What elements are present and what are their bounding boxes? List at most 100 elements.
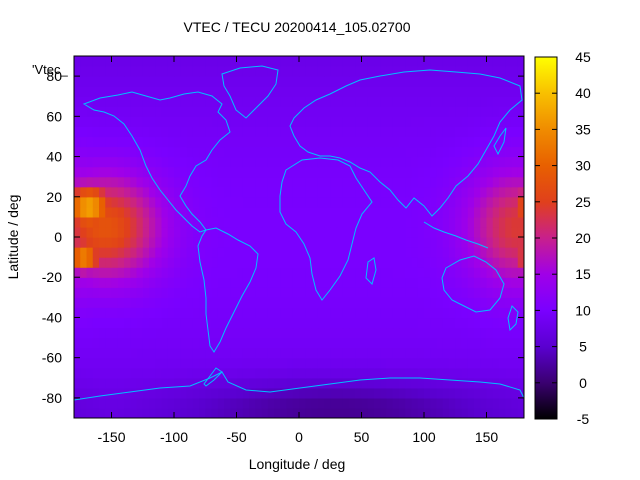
- heatmap-cell: [224, 367, 231, 379]
- heatmap-cell: [155, 237, 163, 248]
- heatmap-cell: [424, 297, 431, 308]
- heatmap-cell: [455, 317, 463, 329]
- heatmap-cell: [111, 156, 119, 168]
- heatmap-cell: [167, 237, 175, 248]
- heatmap-cell: [480, 126, 488, 138]
- heatmap-cell: [86, 277, 94, 288]
- heatmap-cell: [517, 196, 524, 208]
- heatmap-cell: [236, 96, 244, 107]
- heatmap-cell: [399, 226, 406, 238]
- heatmap-cell: [417, 206, 425, 218]
- heatmap-cell: [155, 287, 163, 298]
- heatmap-cell: [199, 367, 206, 379]
- heatmap-cell: [424, 146, 431, 158]
- heatmap-cell: [74, 347, 81, 359]
- heatmap-cell: [80, 367, 88, 379]
- heatmap-cell: [474, 307, 481, 319]
- heatmap-cell: [511, 106, 519, 117]
- heatmap-cell: [211, 66, 219, 77]
- heatmap-cell: [92, 237, 100, 248]
- heatmap-cell: [86, 327, 94, 339]
- heatmap-cell: [442, 337, 450, 349]
- heatmap-cell: [149, 397, 156, 409]
- heatmap-cell: [155, 277, 163, 288]
- heatmap-cell: [424, 347, 431, 359]
- heatmap-cell: [105, 66, 113, 77]
- heatmap-cell: [230, 267, 238, 278]
- heatmap-cell: [486, 307, 494, 319]
- coastline-new-zealand: [507, 305, 519, 332]
- heatmap-cell: [505, 357, 513, 369]
- heatmap-cell: [480, 136, 488, 148]
- heatmap-cell: [436, 347, 444, 359]
- heatmap-cell: [124, 407, 131, 418]
- heatmap-cell: [105, 106, 113, 117]
- heatmap-cell: [499, 387, 506, 399]
- heatmap-cell: [449, 86, 456, 97]
- heatmap-cell: [105, 307, 113, 319]
- heatmap-cell: [392, 206, 400, 218]
- heatmap-cell: [405, 216, 413, 228]
- heatmap-cell: [405, 257, 413, 268]
- heatmap-cell: [261, 407, 269, 418]
- heatmap-cell: [299, 156, 306, 168]
- heatmap-cell: [180, 226, 188, 238]
- heatmap-cell: [255, 357, 263, 369]
- heatmap-cell: [124, 357, 131, 369]
- heatmap-cell: [374, 136, 381, 148]
- heatmap-cell: [217, 66, 225, 77]
- heatmap-cell: [449, 136, 456, 148]
- heatmap-cell: [205, 206, 213, 218]
- heatmap-cell: [299, 126, 306, 138]
- heatmap-cell: [180, 267, 188, 278]
- heatmap-cell: [436, 407, 444, 418]
- heatmap-cell: [486, 146, 494, 158]
- heatmap-cell: [186, 136, 194, 148]
- heatmap-cell: [405, 116, 413, 127]
- heatmap-cell: [292, 367, 300, 379]
- heatmap-cell: [480, 327, 488, 339]
- heatmap-cell: [205, 176, 213, 188]
- heatmap-cell: [355, 156, 363, 168]
- heatmap-cell: [411, 196, 419, 208]
- heatmap-cell: [205, 196, 213, 208]
- heatmap-cell: [467, 196, 475, 208]
- heatmap-cell: [299, 247, 306, 258]
- heatmap-cell: [455, 176, 463, 188]
- heatmap-cell: [230, 287, 238, 298]
- heatmap-cell: [399, 166, 406, 178]
- heatmap-cell: [211, 56, 219, 67]
- heatmap-cell: [317, 106, 325, 117]
- heatmap-cell: [136, 237, 144, 248]
- heatmap-cell: [449, 156, 456, 168]
- heatmap-cell: [330, 247, 338, 258]
- coastline-indonesia: [423, 221, 489, 249]
- heatmap-cell: [117, 156, 125, 168]
- heatmap-cell: [336, 186, 344, 198]
- heatmap-cell: [324, 106, 331, 117]
- heatmap-cell: [380, 86, 388, 97]
- heatmap-cell: [261, 126, 269, 138]
- heatmap-cell: [492, 377, 500, 389]
- heatmap-cell: [461, 156, 469, 168]
- heatmap-cell: [367, 327, 375, 339]
- heatmap-cell: [305, 66, 313, 77]
- heatmap-cell: [149, 347, 156, 359]
- heatmap-cell: [392, 86, 400, 97]
- heatmap-cell: [274, 287, 281, 298]
- heatmap-cell: [461, 247, 469, 258]
- heatmap-cell: [192, 176, 200, 188]
- heatmap-cell: [199, 407, 206, 418]
- heatmap-cell: [374, 287, 381, 298]
- heatmap-cell: [355, 196, 363, 208]
- heatmap-cell: [261, 367, 269, 379]
- heatmap-cell: [311, 377, 319, 389]
- heatmap-cell: [336, 176, 344, 188]
- heatmap-cell: [149, 56, 156, 67]
- heatmap-cell: [336, 76, 344, 87]
- heatmap-cell: [499, 377, 506, 389]
- heatmap-cell: [136, 96, 144, 107]
- heatmap-cell: [505, 367, 513, 379]
- heatmap-cell: [492, 367, 500, 379]
- heatmap-cell: [486, 116, 494, 127]
